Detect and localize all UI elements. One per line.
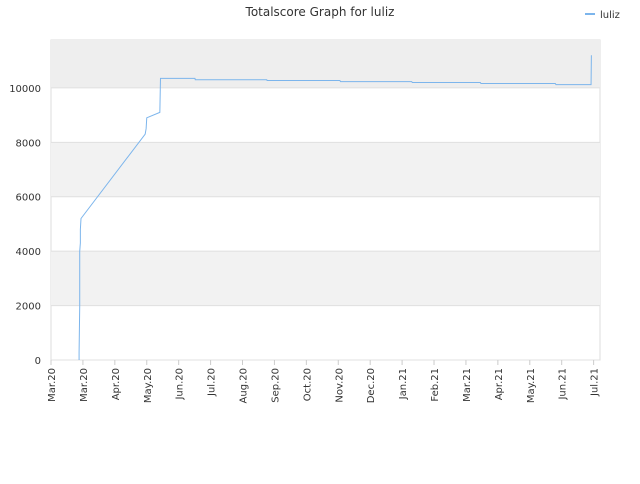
- x-tick-label: Jun.20: [175, 368, 186, 401]
- x-tick-label: Mar.20: [47, 368, 58, 402]
- y-tick-label: 6000: [16, 193, 41, 204]
- grid-band: [51, 40, 600, 88]
- x-tick-label: Apr.20: [111, 368, 122, 400]
- x-tick-label: Mar.21: [462, 368, 473, 402]
- x-tick-label: Jan.21: [398, 368, 409, 400]
- legend-label: luliz: [600, 10, 620, 21]
- y-tick-label: 4000: [16, 247, 41, 258]
- y-tick-label: 8000: [16, 138, 41, 149]
- series-line: [78, 55, 592, 360]
- x-tick-label: Jul.20: [207, 368, 218, 397]
- x-tick-label: Jun.21: [558, 368, 569, 401]
- x-tick-label: Apr.21: [494, 368, 505, 400]
- x-tick-label: Sep.20: [270, 368, 281, 403]
- x-tick-label: May.20: [143, 368, 154, 403]
- x-tick-label: Jul.21: [590, 368, 601, 397]
- x-tick-label: Oct.20: [302, 368, 313, 401]
- plot-area: [50, 39, 601, 361]
- x-tick-label: Mar.20: [79, 368, 90, 402]
- x-tick-label: Feb.21: [430, 368, 441, 402]
- grid-band: [51, 251, 600, 306]
- y-tick-label: 0: [35, 356, 41, 367]
- x-tick-label: May.21: [526, 368, 537, 403]
- chart-title: Totalscore Graph for luliz: [245, 5, 395, 19]
- x-tick-label: Dec.20: [366, 368, 377, 403]
- x-tick-label: Aug.20: [239, 368, 250, 403]
- y-tick-label: 10000: [9, 84, 41, 95]
- x-tick-label: Nov.20: [334, 368, 345, 403]
- grid-band: [51, 142, 600, 197]
- y-tick-label: 2000: [16, 302, 41, 313]
